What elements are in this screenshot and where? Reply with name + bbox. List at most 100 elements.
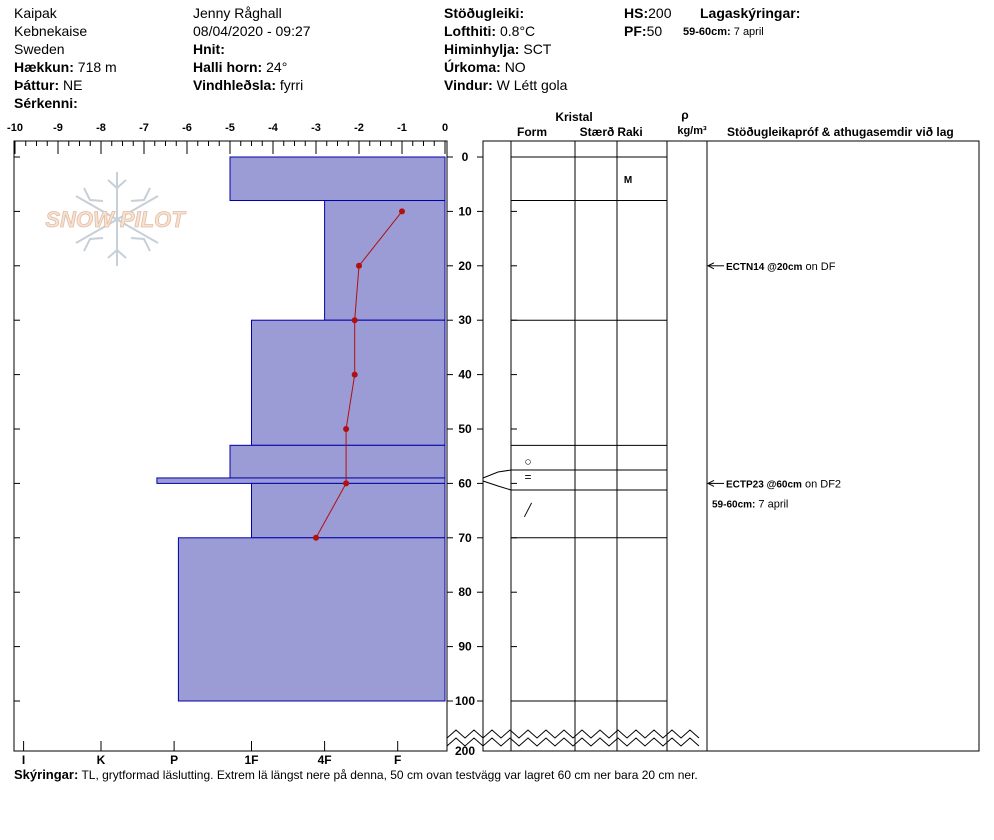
temperature-axis: -10 -9 -8 -7 -6 -5 -4 -3 -2 -1 0 [7, 122, 448, 154]
col-header-comments: Stöðugleikapróf & athugasemdir við lag [727, 125, 954, 139]
depth-tick-label: 20 [458, 259, 472, 273]
remarks: Skýringar: TL, grytformad läslutting. Ex… [14, 767, 698, 782]
hardness-tick-label: 4F [318, 753, 332, 767]
stability-test-note-1: 59-60cm: 7 april [712, 498, 788, 510]
temperature-point-6 [313, 534, 319, 541]
col-header-crystal: Kristal [555, 110, 592, 124]
hs: HS:200 [624, 4, 671, 22]
air-temp-value: 0.8°C [499, 23, 536, 39]
air-temp-label: Lofthiti: [444, 23, 497, 39]
wind-loading-label: Vindhleðsla: [193, 77, 276, 93]
pf: PF:50 [624, 22, 662, 40]
depth-tick-label: 30 [458, 313, 472, 327]
sky: Himinhylja: SCT [444, 40, 551, 58]
grain-form-symbol-4: = [524, 470, 531, 484]
temp-tick-label: -5 [225, 122, 235, 134]
remarks-text: TL, grytformad läslutting. Extrem lä län… [81, 768, 698, 782]
temp-tick-label: -2 [354, 122, 364, 134]
elevation: Hækkun: 718 m [14, 58, 117, 76]
depth-tick-label: 90 [458, 640, 472, 654]
temp-tick-label: -8 [96, 122, 106, 134]
col-header-moisture: Raki [617, 125, 642, 139]
wind: Vindur: W Létt gola [444, 76, 567, 94]
temperature-point-5 [343, 480, 350, 487]
snowpilot-logo: SNOW PILOT [45, 172, 187, 266]
region: Kebnekaise [14, 23, 88, 39]
depth-break-zigzag [446, 729, 700, 747]
hardness-tick-label: F [394, 753, 401, 767]
layer-connector-bottom [482, 480, 512, 491]
location: Kaipak [14, 5, 57, 21]
depth-tick-label: 80 [458, 585, 472, 599]
aspect-value: NE [63, 77, 83, 93]
zigzag-line-0 [446, 729, 700, 739]
hs-value: 200 [648, 5, 672, 21]
hardness-layers [156, 156, 446, 702]
aspect-label: Þáttur: [14, 77, 60, 93]
sky-label: Himinhylja: [444, 41, 520, 57]
hardness-tick-label: 1F [244, 753, 258, 767]
hardness-layer-3 [229, 444, 446, 479]
air-temp: Lofthiti: 0.8°C [444, 22, 535, 40]
wind-loading: Vindhleðsla: fyrri [193, 76, 303, 94]
depth-axis: 0 10 20 30 40 50 60 70 80 90 100 200 [14, 150, 517, 758]
snow-profile-chart: -10 -9 -8 -7 -6 -5 -4 -3 -2 -1 0 I K P 1F 4F F 01020304… [7, 108, 980, 767]
depth-tick-label: 60 [458, 476, 472, 490]
grain-form-symbol-5: ╱ [523, 502, 532, 517]
snowflake-icon [75, 172, 159, 266]
logo-text: SNOW PILOT [45, 207, 186, 232]
hs-label: HS: [624, 5, 649, 21]
temp-tick-label: -7 [139, 122, 149, 134]
col-header-rho: ρ [681, 108, 688, 122]
pf-value: 50 [646, 23, 663, 39]
precip: Úrkoma: NO [444, 58, 526, 76]
layer-note-text: 7 april [733, 26, 764, 38]
col-header-density-unit: kg/m³ [677, 125, 707, 137]
depth-tick-label: 0 [462, 150, 469, 164]
stability-test-0: ECTN14 @20cm on DF [726, 261, 836, 273]
stability-label: Stöðugleiki: [444, 5, 525, 21]
test-arrow-head-1 [706, 479, 715, 487]
temperature-point-3 [351, 371, 358, 378]
temp-tick-label: -4 [268, 122, 279, 134]
layer-table-rows: M ○= ╱ [482, 156, 667, 702]
grain-form-symbol-3: ○ [524, 455, 531, 469]
hardness-tick-label: K [97, 753, 106, 767]
layer-table-frame [482, 140, 980, 752]
layer-note: 59-60cm: 7 april [683, 23, 764, 41]
pf-label: PF: [624, 23, 647, 39]
hardness-layer-5 [251, 482, 446, 539]
depth-tick-label: 10 [458, 204, 472, 218]
hardness-axis: I K P 1F 4F F [22, 741, 401, 767]
hardness-layer-2 [251, 319, 446, 446]
coords: Hnit: [193, 40, 225, 58]
slope: Halli horn: 24° [193, 58, 287, 76]
col-header-form: Form [517, 125, 547, 139]
observer: Jenny Råghall [193, 5, 282, 21]
temp-tick-label: -9 [53, 122, 63, 134]
layer-notes: Lagaskýringar: [700, 4, 800, 22]
hardness-layer-0 [229, 156, 446, 202]
stability-tests: ECTN14 @20cm on DF ECTP23 @60cm on DF2 59-… [706, 261, 841, 510]
wind-label: Vindur: [444, 77, 493, 93]
precip-value: NO [504, 59, 526, 75]
depth-break-label: 200 [455, 744, 475, 758]
stability-test-1: ECTP23 @60cm on DF2 [726, 478, 841, 490]
slope-value: 24° [266, 59, 288, 75]
wind-value: W Létt gola [496, 77, 568, 93]
layer-notes-label: Lagaskýringar: [700, 5, 801, 21]
datetime: 08/04/2020 - 09:27 [193, 23, 311, 39]
hardness-layer-6 [177, 537, 446, 702]
temp-tick-label: 0 [442, 122, 448, 134]
zigzag-line-1 [446, 737, 700, 747]
coords-label: Hnit: [193, 41, 225, 57]
country: Sweden [14, 41, 65, 57]
temp-tick-label: -10 [7, 122, 23, 134]
features-label: Sérkenni: [14, 95, 78, 111]
temperature-point-4 [343, 426, 350, 432]
layer-note-depth: 59-60cm: [683, 26, 731, 38]
depth-tick-label: 100 [455, 694, 475, 708]
remarks-label: Skýringar: [14, 767, 79, 782]
elevation-value: 718 m [77, 59, 117, 75]
hardness-tick-label: I [22, 753, 25, 767]
